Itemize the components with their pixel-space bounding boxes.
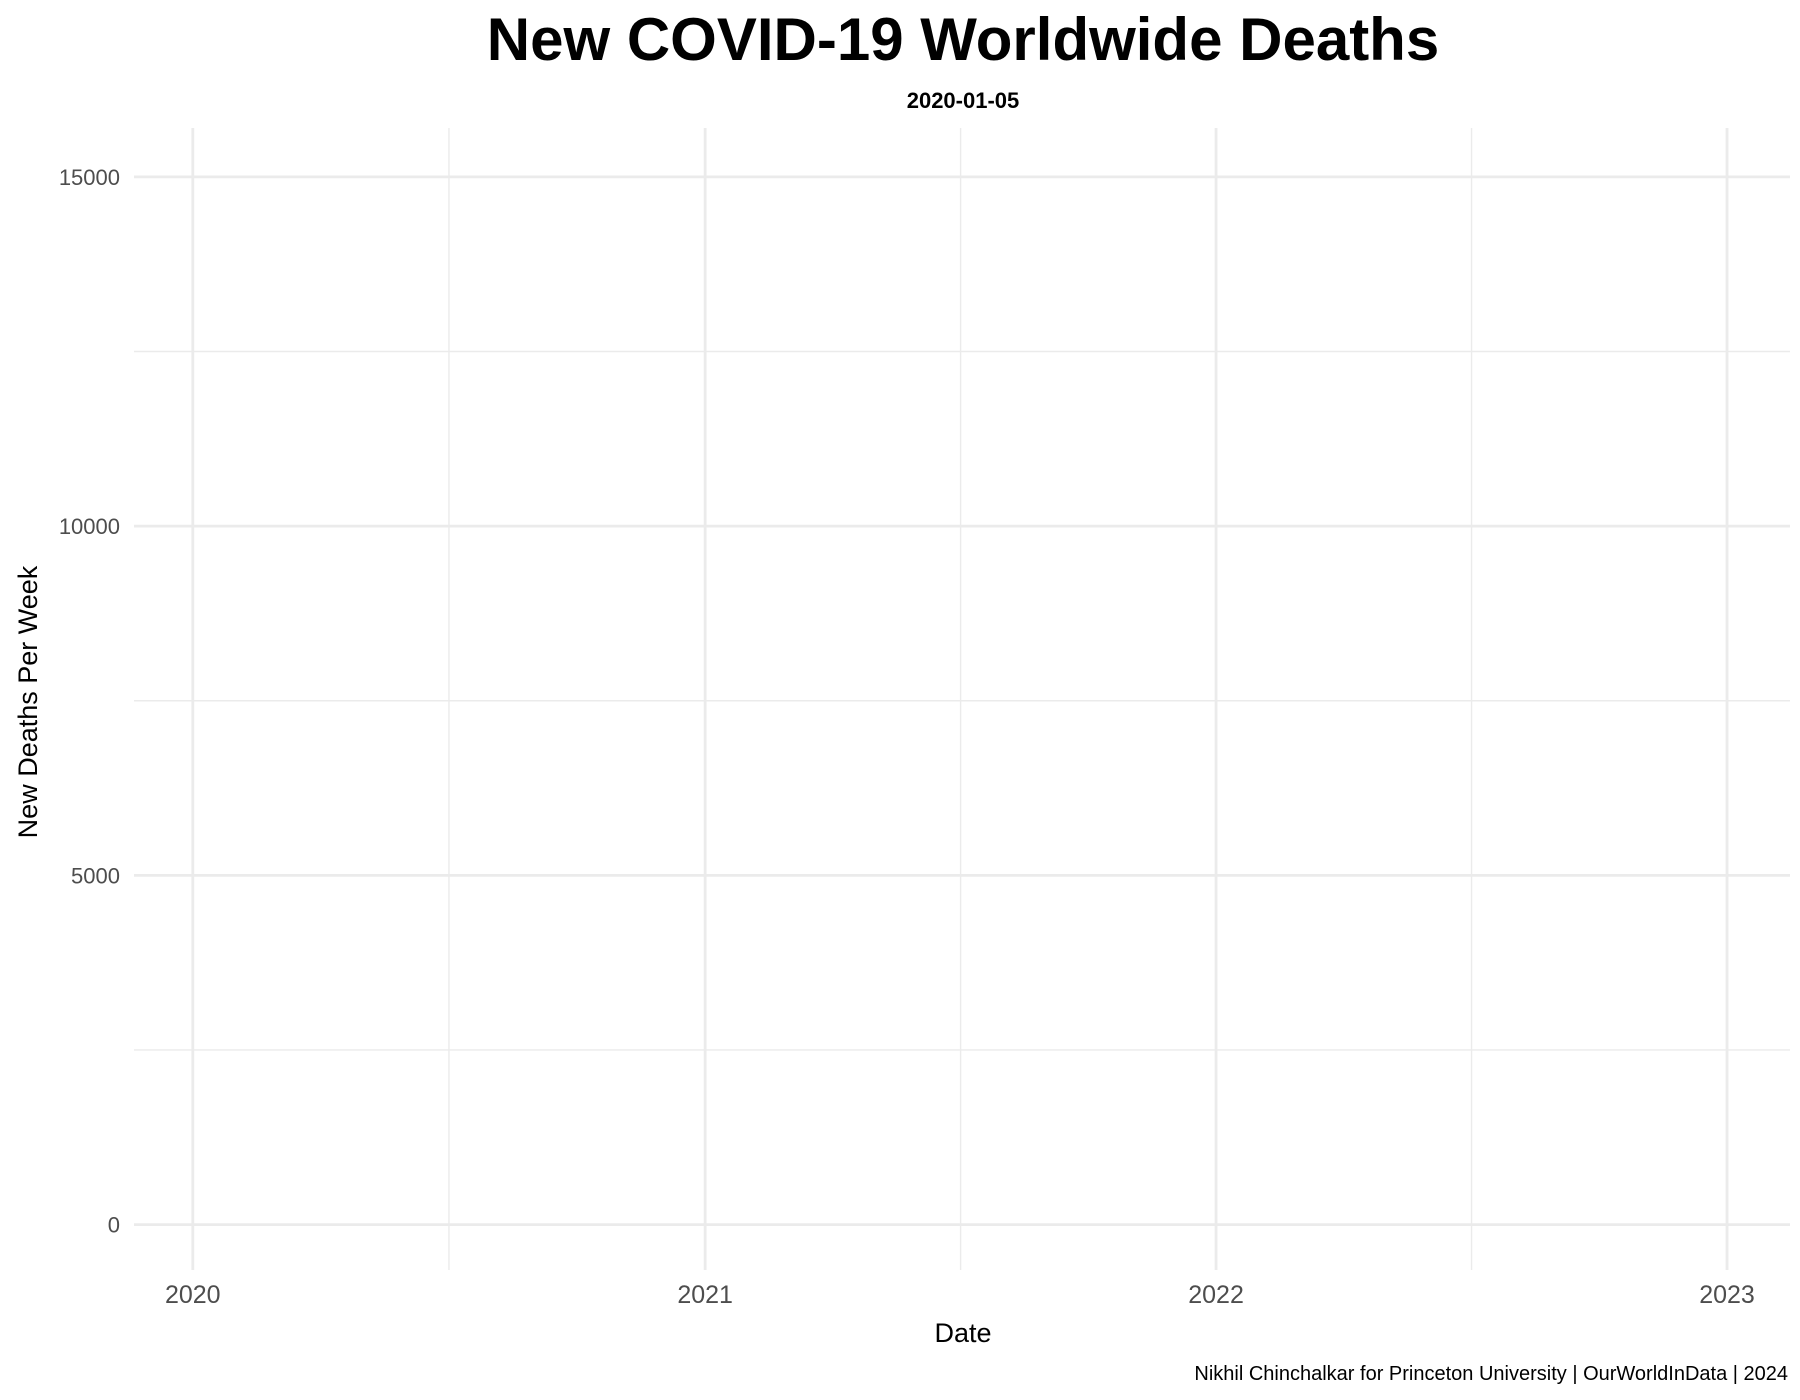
major-gridlines: [134, 128, 1790, 1270]
data-series-layer: [197, 1223, 200, 1226]
x-axis-tick-labels: 2020 2021 2022 2023: [165, 1281, 1755, 1309]
x-axis-title: Date: [934, 1318, 991, 1348]
chart-caption: Nikhil Chinchalkar for Princeton Univers…: [1194, 1363, 1788, 1385]
minor-gridlines: [134, 128, 1790, 1270]
x-tick-label: 2021: [677, 1281, 733, 1309]
y-tick-label: 15000: [59, 165, 120, 190]
data-point: [197, 1223, 200, 1226]
chart-title: New COVID-19 Worldwide Deaths: [487, 6, 1439, 73]
x-tick-label: 2020: [165, 1281, 221, 1309]
y-tick-label: 0: [108, 1213, 120, 1238]
y-tick-label: 5000: [71, 863, 120, 888]
x-tick-label: 2022: [1188, 1281, 1244, 1309]
y-axis-title: New Deaths Per Week: [13, 565, 43, 838]
chart-subtitle: 2020-01-05: [907, 88, 1020, 113]
x-tick-label: 2023: [1699, 1281, 1755, 1309]
y-tick-label: 10000: [59, 514, 120, 539]
y-axis-tick-labels: 0 5000 10000 15000: [59, 165, 120, 1238]
